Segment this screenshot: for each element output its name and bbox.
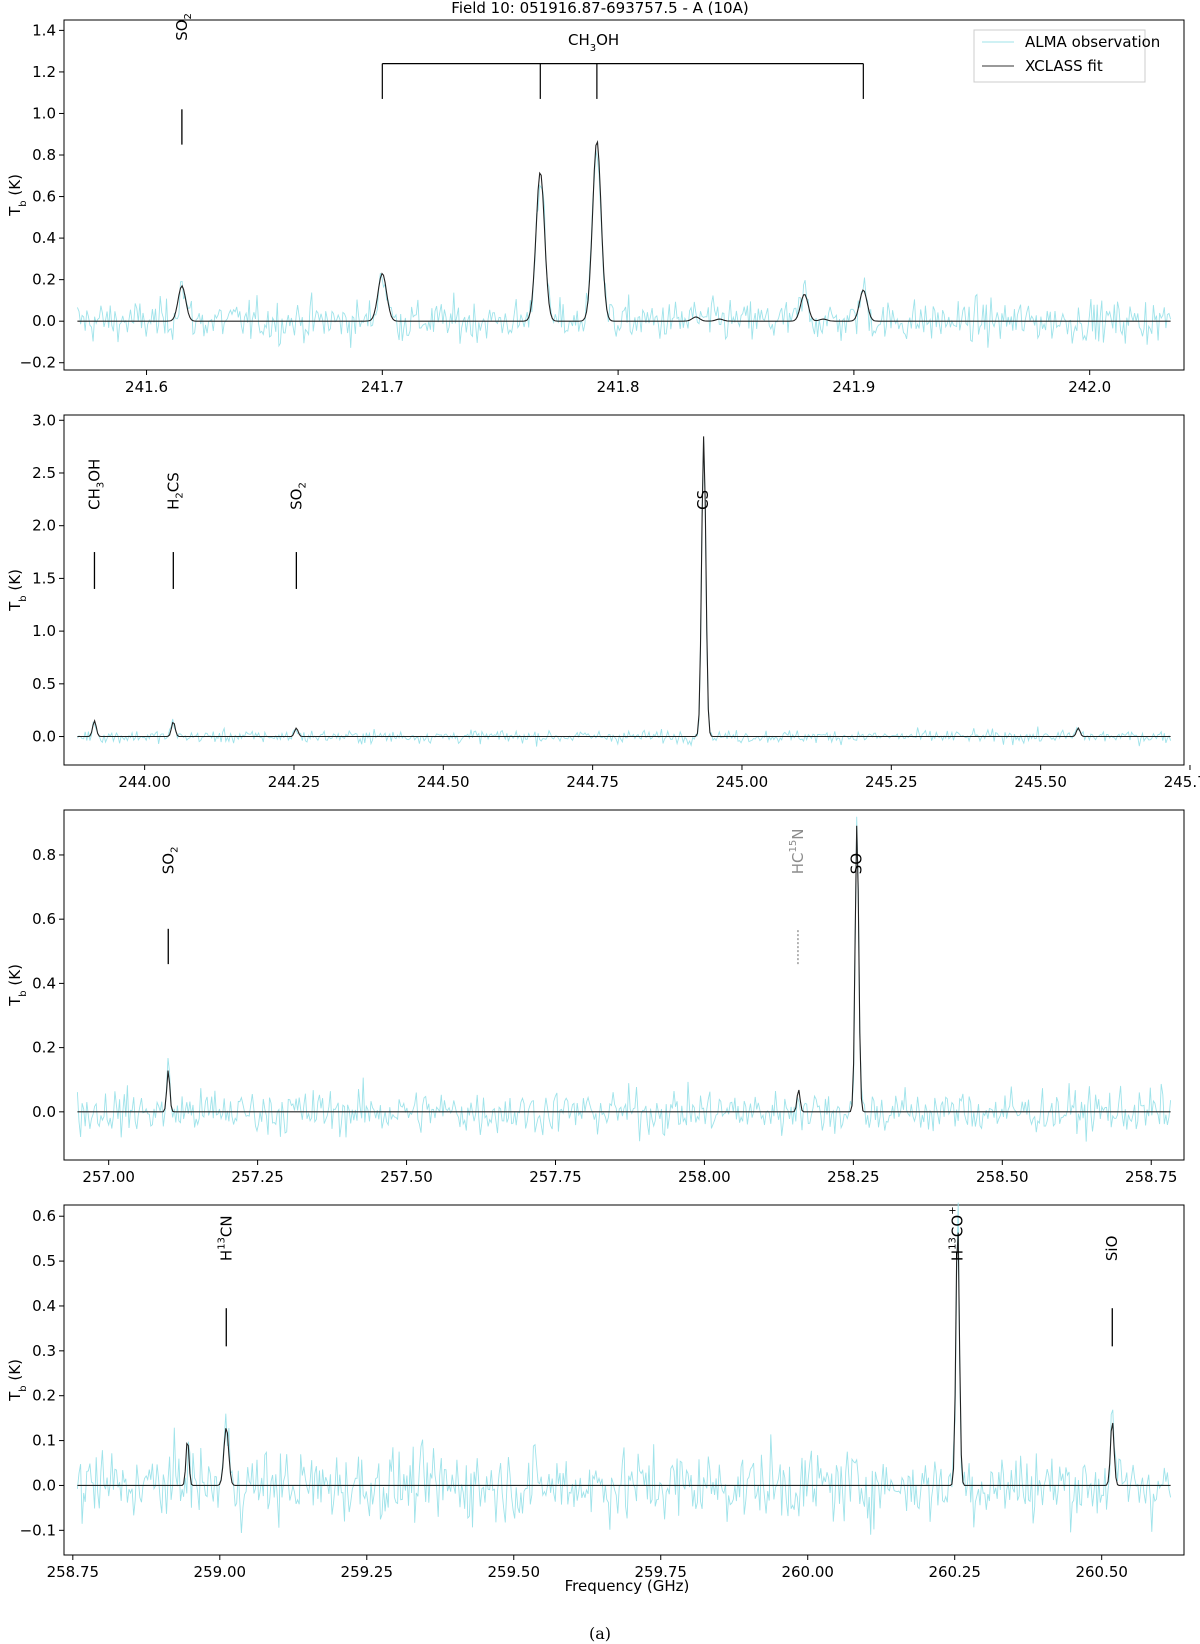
x-tick-label: 241.7 xyxy=(361,378,404,396)
x-tick-label: 257.75 xyxy=(529,1168,582,1186)
x-tick-label: 258.50 xyxy=(976,1168,1029,1186)
y-tick-label: 0.2 xyxy=(32,1039,56,1057)
fit-series xyxy=(77,825,1171,1113)
line-id-label: SO2 xyxy=(287,482,308,510)
observation-series xyxy=(76,816,1172,1142)
axes-frame xyxy=(63,1204,1185,1556)
x-tick-label: 257.00 xyxy=(82,1168,135,1186)
x-tick-label: 259.25 xyxy=(341,1563,394,1581)
y-tick-label: 0.3 xyxy=(32,1342,56,1360)
x-tick-label: 258.00 xyxy=(678,1168,731,1186)
legend-label-fit: XCLASS fit xyxy=(1025,57,1103,75)
line-id-label: SO xyxy=(847,853,865,874)
x-axis-label: Frequency (GHz) xyxy=(565,1577,690,1595)
x-tick-label: 257.25 xyxy=(231,1168,284,1186)
y-axis-label: Tb (K) xyxy=(6,964,29,1007)
legend: ALMA observation XCLASS fit xyxy=(973,29,1160,83)
y-tick-label: 2.5 xyxy=(32,464,56,482)
x-tick-label: 258.25 xyxy=(827,1168,880,1186)
figure-title: Field 10: 051916.87-693757.5 - A (10A) xyxy=(451,0,748,17)
x-tick-label: 257.50 xyxy=(380,1168,433,1186)
line-id-label: SO2 xyxy=(159,847,180,875)
y-tick-label: 0.6 xyxy=(32,910,56,928)
line-id-label: H13CN xyxy=(216,1215,235,1261)
y-axis-label: Tb (K) xyxy=(6,569,29,612)
x-tick-label: 260.50 xyxy=(1075,1563,1128,1581)
y-tick-label: 0.5 xyxy=(32,675,56,693)
x-tick-label: 244.25 xyxy=(268,773,321,791)
x-tick-label: 244.50 xyxy=(417,773,470,791)
fit-series xyxy=(77,1232,1171,1486)
y-tick-label: 0.0 xyxy=(32,728,56,746)
figure-caption: (a) xyxy=(589,1624,611,1643)
line-id-label: SiO xyxy=(1103,1236,1121,1262)
x-tick-label: 260.25 xyxy=(928,1563,981,1581)
y-tick-label: 1.4 xyxy=(32,21,56,39)
x-tick-label: 259.75 xyxy=(634,1563,687,1581)
y-tick-label: 0.2 xyxy=(32,1387,56,1405)
y-axis-label: Tb (K) xyxy=(6,174,29,217)
fit-series xyxy=(77,140,1171,322)
y-tick-label: 0.6 xyxy=(32,1207,56,1225)
x-tick-label: 242.0 xyxy=(1068,378,1111,396)
y-tick-label: 1.2 xyxy=(32,63,56,81)
y-tick-label: 2.0 xyxy=(32,517,56,535)
y-tick-label: 3.0 xyxy=(32,411,56,429)
y-tick-label: 0.2 xyxy=(32,271,56,289)
y-tick-label: 0.4 xyxy=(32,974,56,992)
line-id-label: H13CO+ xyxy=(947,1206,966,1261)
x-tick-label: 259.00 xyxy=(194,1563,247,1581)
spectrum-panel-2: 244.00 244.25 244.50 244.75 245.00 245.25 245.… xyxy=(6,411,1200,791)
y-axis-label: Tb (K) xyxy=(6,1359,29,1402)
y-tick-label: 0.0 xyxy=(32,1103,56,1121)
y-tick-label: 0.0 xyxy=(32,312,56,330)
line-id-label: HC15N xyxy=(787,828,806,874)
legend-frame xyxy=(973,29,1146,83)
x-tick-label: 258.75 xyxy=(1125,1168,1178,1186)
line-id-label: SO2 xyxy=(172,13,193,41)
y-tick-label: 0.6 xyxy=(32,188,56,206)
x-tick-label: 260.00 xyxy=(781,1563,834,1581)
x-tick-label: 245.00 xyxy=(716,773,769,791)
y-tick-label: 1.0 xyxy=(32,104,56,122)
y-tick-label: 0.0 xyxy=(32,1476,56,1494)
x-tick-label: 241.9 xyxy=(832,378,875,396)
observation-series xyxy=(77,440,1172,747)
x-tick-label: 245.50 xyxy=(1014,773,1067,791)
line-id-label: CS xyxy=(694,490,712,510)
y-tick-label: 0.8 xyxy=(32,846,56,864)
x-tick-label: 245.75 xyxy=(1164,773,1200,791)
legend-label-observation: ALMA observation xyxy=(1025,33,1160,51)
x-tick-label: 244.00 xyxy=(118,773,171,791)
y-tick-label: 0.5 xyxy=(32,1252,56,1270)
y-tick-label: 0.4 xyxy=(32,229,56,247)
axes-frame xyxy=(63,809,1185,1161)
x-tick-label: 241.8 xyxy=(597,378,640,396)
y-tick-label: 0.4 xyxy=(32,1297,56,1315)
y-tick-label: 1.0 xyxy=(32,622,56,640)
y-tick-label: 0.1 xyxy=(32,1432,56,1450)
y-tick-label: −0.1 xyxy=(20,1521,56,1539)
axes-frame xyxy=(63,19,1185,371)
spectrum-panel-3: 257.00 257.25 257.50 257.75 258.00 258.25 258.… xyxy=(6,809,1185,1186)
observation-series xyxy=(76,150,1172,348)
x-tick-label: 244.75 xyxy=(566,773,619,791)
x-tick-label: 259.50 xyxy=(488,1563,541,1581)
spectrum-panel-4: 258.75 259.00 259.25 259.50 259.75 260.00 260.… xyxy=(6,1202,1185,1581)
spectrum-panel-1: 241.6 241.7 241.8 241.9 242.0 −0.2 0.0 0.2 0.4 0.… xyxy=(6,13,1185,396)
observation-series xyxy=(76,1202,1172,1535)
group-label: CH3OH xyxy=(568,31,619,54)
x-tick-label: 241.6 xyxy=(125,378,168,396)
line-id-label: CH3OH xyxy=(85,459,106,510)
x-tick-label: 245.25 xyxy=(865,773,918,791)
axes-frame xyxy=(63,414,1185,766)
y-tick-label: 1.5 xyxy=(32,569,56,587)
line-id-label: H2CS xyxy=(164,472,185,510)
x-tick-label: 258.75 xyxy=(47,1563,100,1581)
y-tick-label: 0.8 xyxy=(32,146,56,164)
y-tick-label: −0.2 xyxy=(20,354,56,372)
fit-series xyxy=(77,436,1171,738)
